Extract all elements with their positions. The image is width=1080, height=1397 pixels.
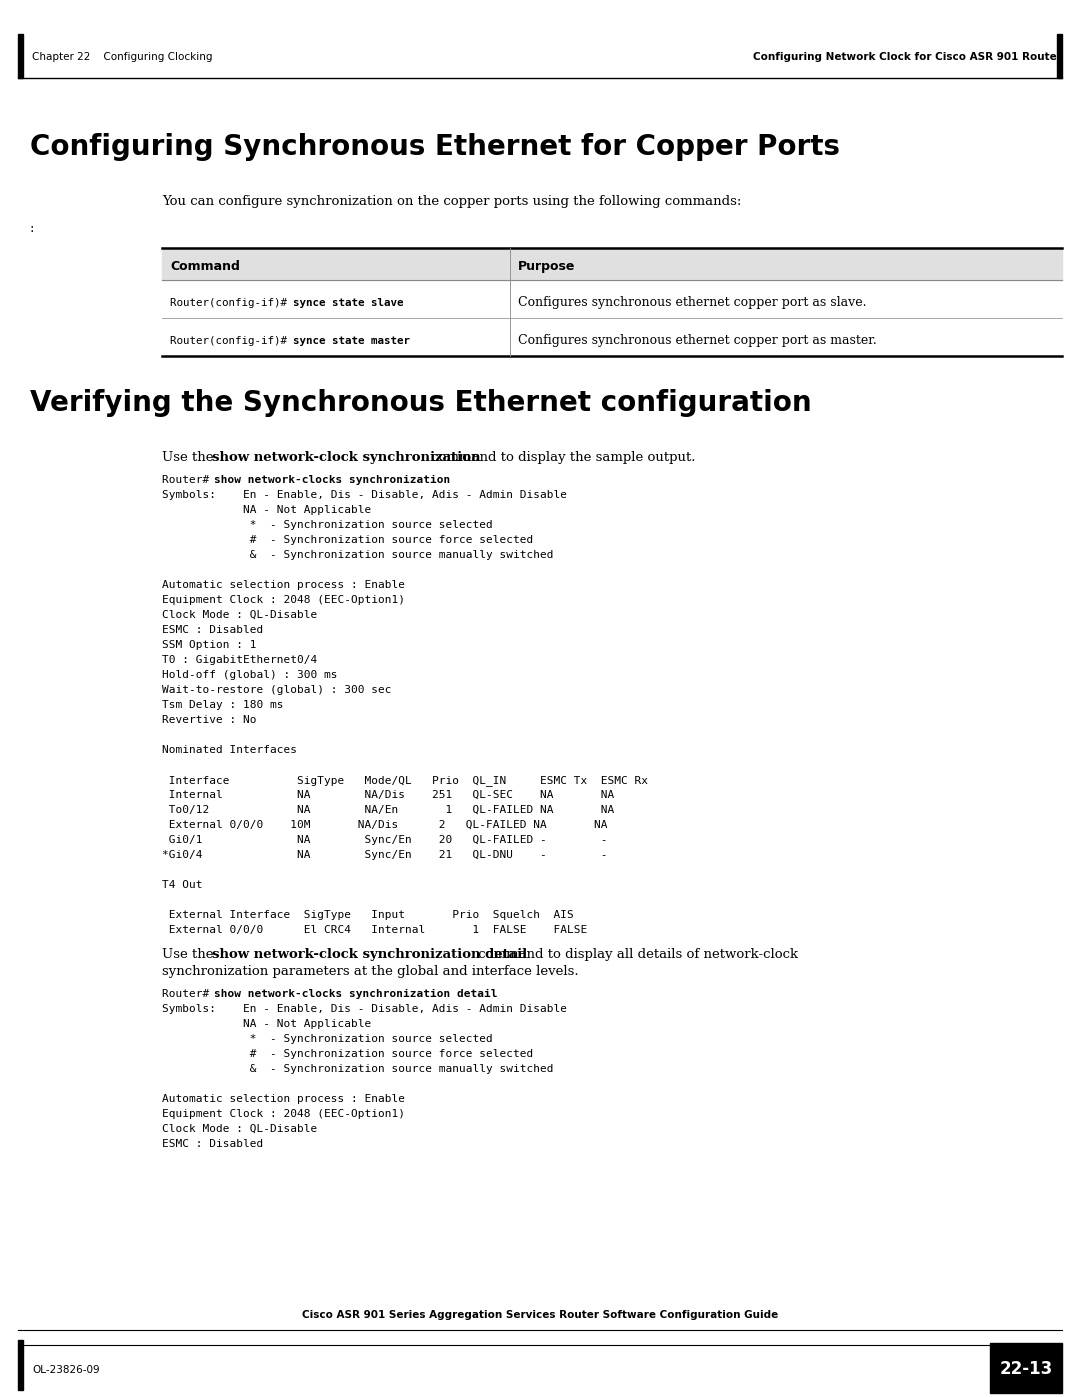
Text: synce state master: synce state master	[293, 337, 410, 346]
Text: Router#: Router#	[162, 989, 216, 999]
Text: command to display the sample output.: command to display the sample output.	[427, 451, 696, 464]
Text: Command: Command	[170, 260, 240, 272]
Text: Configuring Network Clock for Cisco ASR 901 Router: Configuring Network Clock for Cisco ASR …	[753, 52, 1062, 61]
Text: &  - Synchronization source manually switched: & - Synchronization source manually swit…	[162, 550, 554, 560]
Text: Configuring Synchronous Ethernet for Copper Ports: Configuring Synchronous Ethernet for Cop…	[30, 133, 840, 161]
Text: *  - Synchronization source selected: * - Synchronization source selected	[162, 520, 492, 529]
Text: OL-23826-09: OL-23826-09	[32, 1365, 99, 1375]
Text: External Interface  SigType   Input       Prio  Squelch  AIS: External Interface SigType Input Prio Sq…	[162, 909, 573, 921]
Text: Revertive : No: Revertive : No	[162, 715, 257, 725]
Text: Equipment Clock : 2048 (EEC-Option1): Equipment Clock : 2048 (EEC-Option1)	[162, 595, 405, 605]
Text: Chapter 22    Configuring Clocking: Chapter 22 Configuring Clocking	[32, 52, 213, 61]
Text: Hold-off (global) : 300 ms: Hold-off (global) : 300 ms	[162, 671, 337, 680]
Text: #  - Synchronization source force selected: # - Synchronization source force selecte…	[162, 1049, 534, 1059]
Text: NA - Not Applicable: NA - Not Applicable	[162, 1018, 372, 1030]
Text: Verifying the Synchronous Ethernet configuration: Verifying the Synchronous Ethernet confi…	[30, 388, 812, 416]
Text: Clock Mode : QL-Disable: Clock Mode : QL-Disable	[162, 610, 318, 620]
Text: Clock Mode : QL-Disable: Clock Mode : QL-Disable	[162, 1125, 318, 1134]
Text: Symbols:    En - Enable, Dis - Disable, Adis - Admin Disable: Symbols: En - Enable, Dis - Disable, Adi…	[162, 490, 567, 500]
Bar	[990, 1343, 1062, 1393]
Text: ESMC : Disabled: ESMC : Disabled	[162, 1139, 264, 1148]
Text: Interface          SigType   Mode/QL   Prio  QL_IN     ESMC Tx  ESMC Rx: Interface SigType Mode/QL Prio QL_IN ESM…	[162, 775, 648, 787]
Bar	[18, 34, 23, 78]
Text: ESMC : Disabled: ESMC : Disabled	[162, 624, 264, 636]
Text: 22-13: 22-13	[999, 1361, 1053, 1377]
Text: *Gi0/4              NA        Sync/En    21   QL-DNU    -        -: *Gi0/4 NA Sync/En 21 QL-DNU - -	[162, 849, 607, 861]
Text: Router#: Router#	[162, 475, 216, 485]
Text: T4 Out: T4 Out	[162, 880, 203, 890]
Text: synce state slave: synce state slave	[293, 298, 404, 307]
Text: Use the: Use the	[162, 451, 218, 464]
Text: To0/12             NA        NA/En       1   QL-FAILED NA       NA: To0/12 NA NA/En 1 QL-FAILED NA NA	[162, 805, 615, 814]
Text: Equipment Clock : 2048 (EEC-Option1): Equipment Clock : 2048 (EEC-Option1)	[162, 1109, 405, 1119]
Text: show network-clock synchronization: show network-clock synchronization	[212, 451, 481, 464]
Text: T0 : GigabitEthernet0/4: T0 : GigabitEthernet0/4	[162, 655, 318, 665]
Text: show network-clock synchronization detail: show network-clock synchronization detai…	[212, 949, 527, 961]
Text: Nominated Interfaces: Nominated Interfaces	[162, 745, 297, 754]
Text: Wait-to-restore (global) : 300 sec: Wait-to-restore (global) : 300 sec	[162, 685, 391, 694]
Text: command to display all details of network-clock: command to display all details of networ…	[474, 949, 798, 961]
Text: Symbols:    En - Enable, Dis - Disable, Adis - Admin Disable: Symbols: En - Enable, Dis - Disable, Adi…	[162, 1004, 567, 1014]
Text: Configures synchronous ethernet copper port as master.: Configures synchronous ethernet copper p…	[518, 334, 877, 346]
Text: Configures synchronous ethernet copper port as slave.: Configures synchronous ethernet copper p…	[518, 296, 866, 309]
Text: :: :	[30, 222, 35, 235]
Bar	[1057, 34, 1062, 78]
Bar	[162, 249, 1062, 279]
Text: show network-clocks synchronization detail: show network-clocks synchronization deta…	[214, 989, 498, 999]
Text: show network-clocks synchronization: show network-clocks synchronization	[214, 475, 450, 485]
Text: Automatic selection process : Enable: Automatic selection process : Enable	[162, 580, 405, 590]
Text: synchronization parameters at the global and interface levels.: synchronization parameters at the global…	[162, 965, 579, 978]
Text: SSM Option : 1: SSM Option : 1	[162, 640, 257, 650]
Text: &  - Synchronization source manually switched: & - Synchronization source manually swit…	[162, 1065, 554, 1074]
Text: External 0/0/0      El CRC4   Internal       1  FALSE    FALSE: External 0/0/0 El CRC4 Internal 1 FALSE …	[162, 925, 588, 935]
Text: Automatic selection process : Enable: Automatic selection process : Enable	[162, 1094, 405, 1104]
Text: *  - Synchronization source selected: * - Synchronization source selected	[162, 1034, 492, 1044]
Text: External 0/0/0    10M       NA/Dis      2   QL-FAILED NA       NA: External 0/0/0 10M NA/Dis 2 QL-FAILED NA…	[162, 820, 607, 830]
Text: Gi0/1              NA        Sync/En    20   QL-FAILED -        -: Gi0/1 NA Sync/En 20 QL-FAILED - -	[162, 835, 607, 845]
Text: Router(config-if)#: Router(config-if)#	[170, 298, 294, 307]
Bar	[18, 1340, 23, 1390]
Text: You can configure synchronization on the copper ports using the following comman: You can configure synchronization on the…	[162, 196, 741, 208]
Text: Router(config-if)#: Router(config-if)#	[170, 337, 294, 346]
Text: Cisco ASR 901 Series Aggregation Services Router Software Configuration Guide: Cisco ASR 901 Series Aggregation Service…	[302, 1310, 778, 1320]
Text: Use the: Use the	[162, 949, 218, 961]
Text: Tsm Delay : 180 ms: Tsm Delay : 180 ms	[162, 700, 283, 710]
Text: NA - Not Applicable: NA - Not Applicable	[162, 504, 372, 515]
Text: Purpose: Purpose	[518, 260, 576, 272]
Text: Internal           NA        NA/Dis    251   QL-SEC    NA       NA: Internal NA NA/Dis 251 QL-SEC NA NA	[162, 789, 615, 800]
Text: #  - Synchronization source force selected: # - Synchronization source force selecte…	[162, 535, 534, 545]
